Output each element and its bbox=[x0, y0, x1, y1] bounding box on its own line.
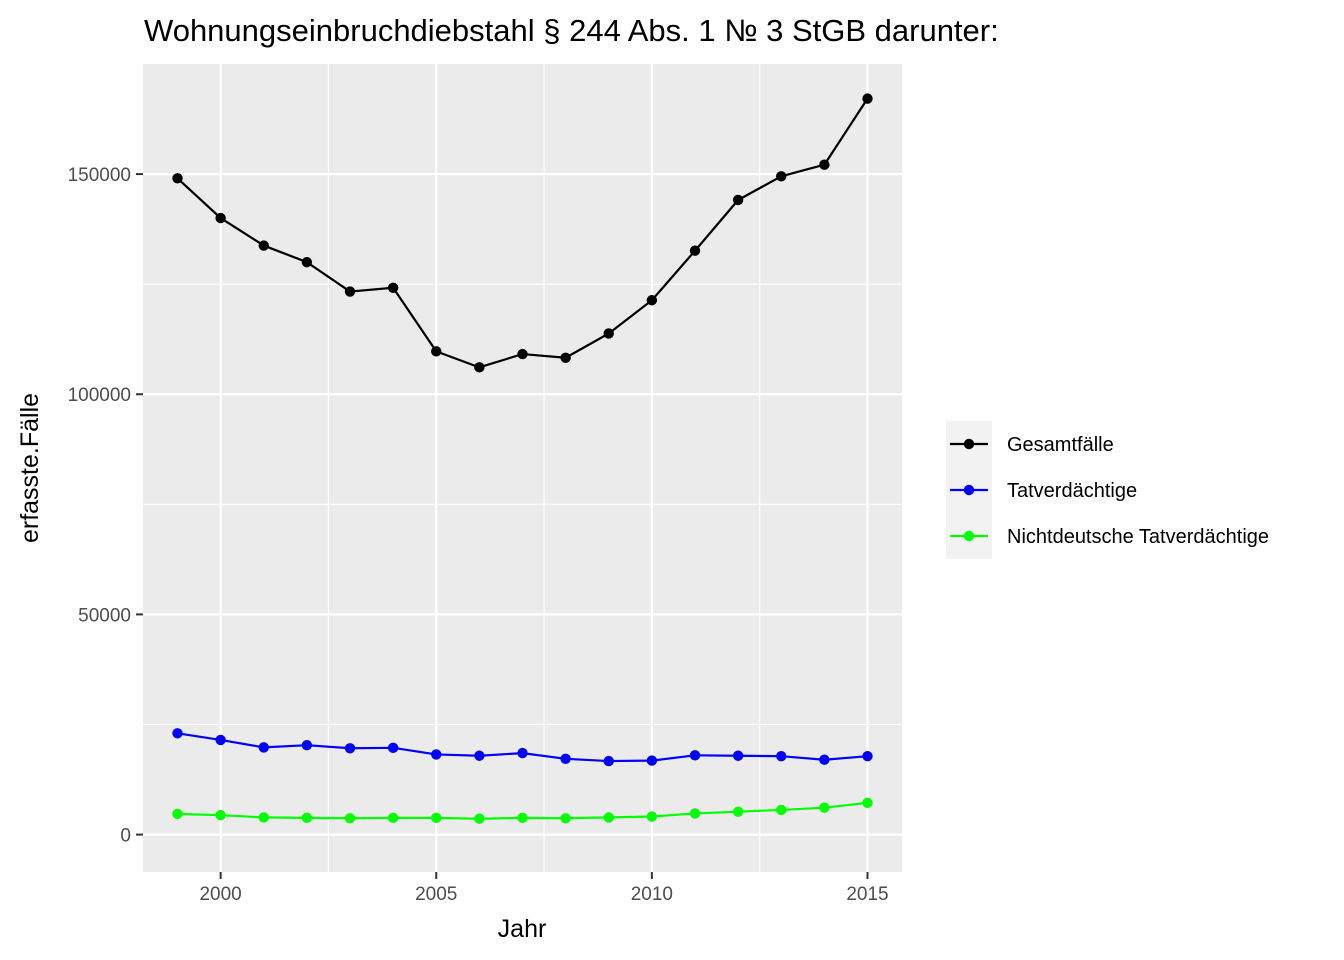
data-point bbox=[172, 173, 183, 184]
data-point bbox=[215, 809, 226, 821]
legend-key-point bbox=[963, 484, 975, 496]
x-tick-label: 2000 bbox=[199, 884, 241, 905]
data-point bbox=[646, 811, 658, 822]
data-point bbox=[474, 362, 485, 373]
data-point bbox=[387, 282, 399, 293]
data-point bbox=[215, 212, 226, 224]
chart-title: Wohnungseinbruchdiebstahl § 244 Abs. 1 №… bbox=[144, 13, 999, 48]
y-axis-title: erfasste.Fälle bbox=[16, 393, 44, 543]
data-point bbox=[258, 742, 269, 753]
series-1 bbox=[172, 93, 873, 373]
data-point bbox=[646, 295, 658, 306]
data-point bbox=[776, 804, 787, 816]
data-point bbox=[301, 739, 313, 751]
series-2 bbox=[172, 728, 873, 767]
data-point bbox=[431, 812, 442, 824]
x-axis-title: Jahr bbox=[498, 915, 547, 943]
y-tick-label: 50000 bbox=[78, 605, 131, 626]
data-point bbox=[517, 348, 528, 360]
data-point bbox=[732, 750, 744, 761]
data-point bbox=[732, 806, 744, 817]
legend-key-point bbox=[963, 438, 975, 450]
x-tick-label: 2010 bbox=[631, 884, 673, 905]
data-point bbox=[431, 749, 442, 760]
legend-label: Nichtdeutsche Tatverdächtige bbox=[1007, 526, 1269, 548]
data-point bbox=[862, 797, 873, 809]
data-point bbox=[603, 328, 614, 339]
x-tick-label: 2005 bbox=[415, 884, 457, 905]
data-point bbox=[732, 194, 744, 206]
data-point bbox=[819, 754, 830, 765]
data-point bbox=[431, 346, 442, 357]
series-layer bbox=[172, 93, 873, 824]
grid-minor bbox=[143, 64, 902, 872]
data-point bbox=[776, 750, 787, 762]
data-point bbox=[387, 812, 399, 824]
data-point bbox=[474, 813, 485, 824]
data-point bbox=[646, 755, 658, 766]
data-point bbox=[387, 742, 399, 754]
plot-panel bbox=[143, 64, 902, 872]
series-3 bbox=[172, 797, 873, 824]
data-point bbox=[560, 753, 571, 765]
data-point bbox=[689, 808, 701, 819]
data-point bbox=[215, 734, 226, 746]
data-point bbox=[474, 750, 485, 761]
data-point bbox=[301, 812, 313, 824]
data-point bbox=[172, 808, 183, 820]
x-tick-label: 2015 bbox=[846, 884, 888, 905]
x-axis: 2000 2005 2010 2015 bbox=[199, 872, 889, 905]
data-point bbox=[344, 743, 356, 754]
legend-key-point bbox=[963, 530, 975, 542]
legend-label: Gesamtfälle bbox=[1007, 434, 1114, 456]
data-point bbox=[172, 728, 183, 739]
data-point bbox=[258, 240, 269, 251]
data-point bbox=[344, 286, 356, 297]
data-point bbox=[862, 93, 873, 104]
y-axis: 0 50000 100000 150000 bbox=[68, 165, 143, 847]
data-point bbox=[560, 813, 571, 824]
data-point bbox=[603, 755, 614, 767]
data-point bbox=[689, 245, 701, 256]
y-tick-label: 100000 bbox=[68, 385, 131, 406]
data-point bbox=[344, 813, 356, 824]
data-point bbox=[301, 256, 313, 268]
data-point bbox=[517, 747, 528, 759]
data-point bbox=[258, 812, 269, 823]
y-tick-label: 150000 bbox=[68, 165, 131, 186]
legend-label: Tatverdächtige bbox=[1007, 480, 1137, 502]
data-point bbox=[862, 750, 873, 762]
legend: Gesamtfälle Tatverdächtige Nichtdeutsche T… bbox=[946, 421, 1269, 559]
data-point bbox=[560, 352, 571, 363]
data-point bbox=[776, 171, 787, 182]
data-point bbox=[689, 750, 701, 761]
data-point bbox=[603, 812, 614, 823]
data-point bbox=[819, 802, 830, 813]
data-point bbox=[819, 159, 830, 170]
data-point bbox=[517, 812, 528, 824]
y-tick-label: 0 bbox=[120, 826, 131, 847]
